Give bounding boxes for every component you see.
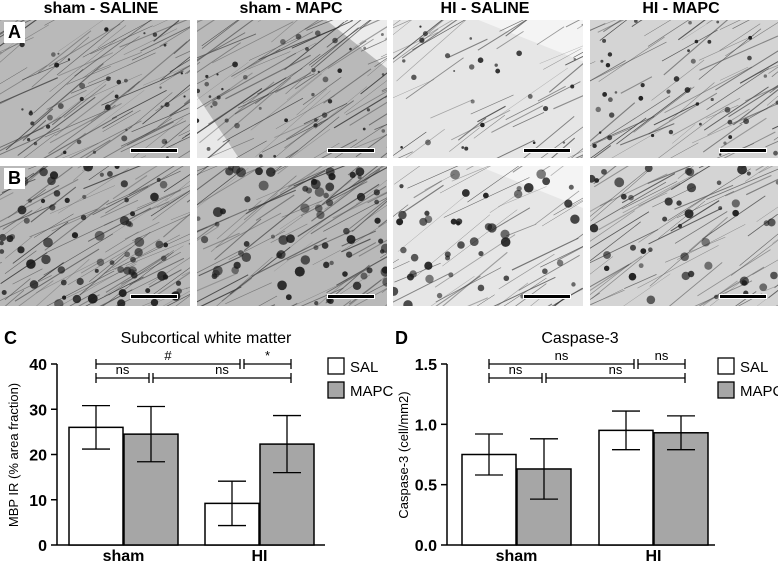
micrograph-b-hi-saline (393, 166, 583, 306)
legend-swatch-mapc (717, 381, 735, 399)
y-tick-label: 0.0 (415, 538, 437, 555)
significance-bracket (95, 373, 150, 383)
significance-bracket (152, 373, 292, 383)
legend-swatch-mapc (327, 381, 345, 399)
y-tick-label: 1.5 (415, 357, 437, 374)
y-tick-label: 30 (29, 402, 47, 419)
y-tick-label: 10 (29, 493, 47, 510)
legend-swatch-sal (327, 357, 345, 375)
y-axis-label: Caspase-3 (cell/mm2) (396, 391, 411, 518)
significance-label: * (265, 348, 270, 363)
y-tick-label: 1.0 (415, 417, 437, 434)
y-tick-label: 40 (29, 357, 47, 374)
micrograph-a-sham-mapc (197, 20, 387, 158)
x-category-label: HI (646, 548, 662, 565)
error-bar (218, 480, 246, 527)
scale-bar (327, 294, 375, 299)
error-bar (667, 415, 695, 451)
panel-label-d: D (395, 328, 408, 348)
micrograph-a-hi-saline (393, 20, 583, 158)
error-bar (530, 438, 558, 500)
scale-bar (719, 294, 767, 299)
y-tick-label: 20 (29, 448, 47, 465)
significance-bracket (637, 359, 686, 369)
row-label-b: B (4, 168, 25, 189)
significance-label: ns (609, 362, 623, 377)
y-tick-label: 0.5 (415, 478, 437, 495)
error-bar (137, 405, 165, 463)
y-axis-label: MBP IR (% area fraction) (6, 383, 21, 527)
x-category-label: sham (103, 548, 145, 565)
micrograph-a-hi-mapc (590, 20, 778, 158)
significance-bracket (243, 359, 292, 369)
significance-label: ns (116, 362, 130, 377)
significance-label: # (164, 348, 172, 363)
significance-label: ns (509, 362, 523, 377)
legend-label-sal: SAL (350, 359, 378, 376)
column-title-sham-saline: sham - SALINE (43, 0, 159, 17)
significance-label: ns (215, 362, 229, 377)
legend-swatch-sal (717, 357, 735, 375)
micrograph-a-sham-saline (0, 20, 190, 158)
legend-label-sal: SAL (740, 359, 768, 376)
significance-bracket (95, 359, 241, 369)
x-category-label: sham (496, 548, 538, 565)
y-tick-label: 0 (38, 538, 47, 555)
column-title-hi-mapc: HI - MAPC (642, 0, 720, 17)
significance-bracket (545, 373, 686, 383)
error-bar (612, 410, 640, 451)
row-label-a: A (4, 22, 25, 43)
significance-label: ns (655, 348, 669, 363)
scale-bar (719, 148, 767, 153)
significance-bracket (488, 373, 543, 383)
bar-mapc-hi (653, 432, 709, 546)
chart-title-c: Subcortical white matter (120, 330, 292, 347)
error-bar (82, 404, 110, 450)
micrograph-b-hi-mapc (590, 166, 778, 306)
error-bar (273, 414, 301, 474)
legend-label-mapc: MAPC (350, 383, 394, 400)
scale-bar (523, 294, 571, 299)
micrograph-b-sham-mapc (197, 166, 387, 306)
scale-bar (327, 148, 375, 153)
significance-bracket (488, 359, 635, 369)
error-bar (475, 433, 503, 476)
legend-label-mapc: MAPC (740, 383, 778, 400)
column-title-sham-mapc: sham - MAPC (239, 0, 343, 17)
x-category-label: HI (252, 548, 268, 565)
scale-bar (130, 148, 178, 153)
scale-bar (130, 294, 178, 299)
chart-title-d: Caspase-3 (541, 330, 619, 347)
panel-label-c: C (4, 328, 17, 348)
significance-label: ns (555, 348, 569, 363)
column-title-hi-saline: HI - SALINE (440, 0, 530, 17)
micrograph-b-sham-saline (0, 166, 190, 306)
scale-bar (523, 148, 571, 153)
